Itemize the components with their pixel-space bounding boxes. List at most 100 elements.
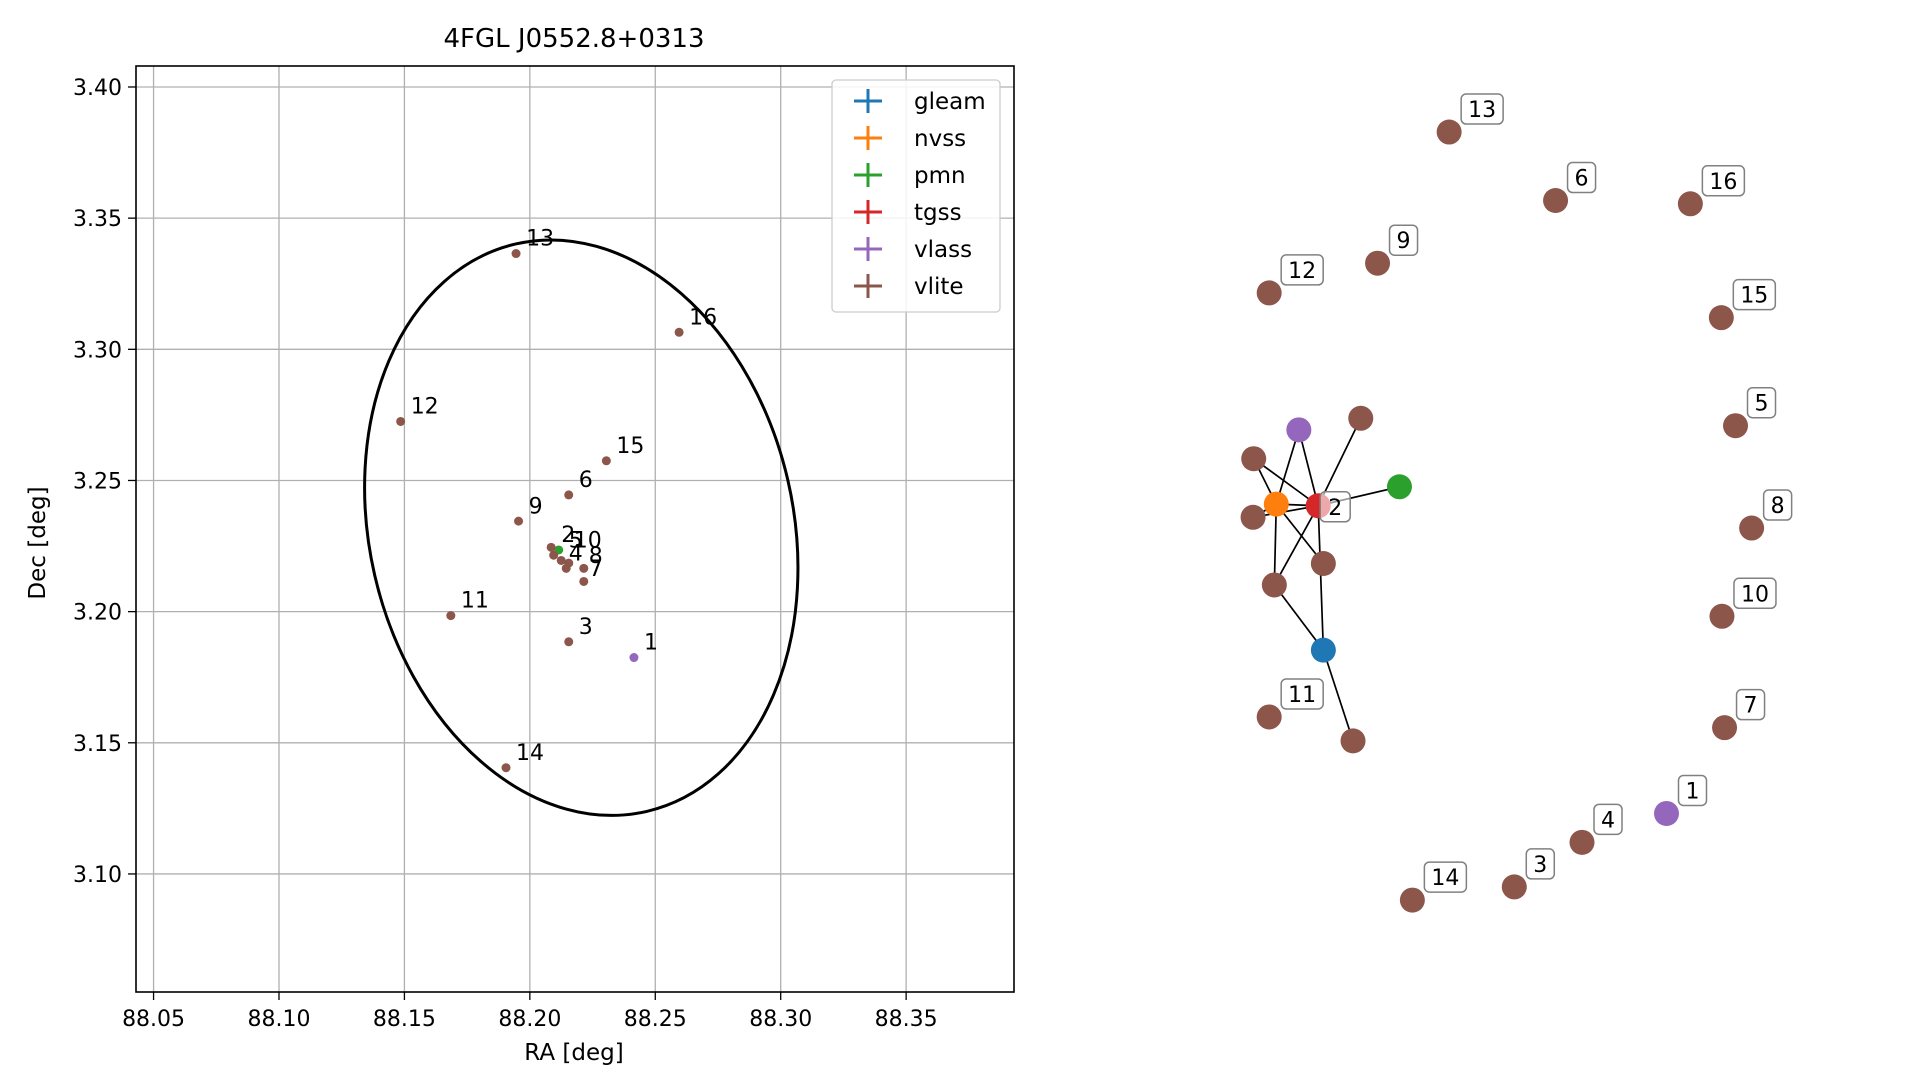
point-label: 11 <box>461 589 489 614</box>
node-label-box <box>1732 278 1777 311</box>
error-ellipse-layer <box>363 238 800 817</box>
graph-node <box>1310 637 1336 663</box>
data-point <box>549 550 559 560</box>
legend-entry: vlite <box>854 274 964 300</box>
point-label: 6 <box>579 468 593 493</box>
graph-edge <box>1253 458 1319 507</box>
graph-edge <box>1273 505 1319 586</box>
graph-node <box>1386 474 1412 500</box>
graph-node <box>1501 874 1527 900</box>
x-tick-label: 88.10 <box>247 1007 310 1032</box>
point-label: 16 <box>689 305 717 330</box>
y-tick-label: 3.40 <box>73 76 122 101</box>
legend-entry: pmn <box>854 163 966 189</box>
node-label: 12 <box>1280 254 1324 286</box>
graph-node <box>1543 188 1569 213</box>
legend-entry: gleam <box>854 89 986 115</box>
data-point <box>556 555 566 565</box>
point-label: 14 <box>516 741 544 766</box>
point-label: 10 <box>574 528 602 553</box>
node-label: 1 <box>1677 774 1708 807</box>
graph-edge <box>1273 584 1325 651</box>
y-axis-label: Dec [deg] <box>25 486 51 599</box>
x-tick-label: 88.35 <box>875 1007 938 1032</box>
y-tick-label: 3.35 <box>73 207 122 232</box>
node-label-text: 14 <box>1431 866 1459 891</box>
axes-frame <box>135 65 1015 993</box>
data-point <box>561 563 571 573</box>
node-label: 13 <box>1460 93 1504 125</box>
graph-node <box>1399 887 1425 913</box>
point-label: 3 <box>579 615 593 640</box>
node-label-box <box>1701 165 1746 197</box>
x-tick-label: 88.20 <box>498 1007 561 1032</box>
error-ellipse <box>363 238 800 817</box>
node-label-box <box>1566 161 1597 194</box>
node-label: 15 <box>1732 278 1777 311</box>
graph-node <box>1436 119 1462 145</box>
x-tick-label: 88.05 <box>122 1007 185 1032</box>
node-label-box <box>1460 93 1504 125</box>
data-point <box>501 763 511 773</box>
node-label: 7 <box>1735 688 1766 721</box>
graph-node <box>1263 491 1289 517</box>
legend-label: vlite <box>914 274 964 300</box>
graph-node <box>1241 446 1267 472</box>
point-label: 4 <box>569 541 583 566</box>
legend: gleam nvss pmn tgss vlass vlite <box>831 79 1001 313</box>
node-label: 6 <box>1566 161 1597 194</box>
graph-node <box>1569 829 1595 855</box>
x-tick-label: 88.15 <box>373 1007 436 1032</box>
legend-label: gleam <box>914 89 986 115</box>
node-label-text: 6 <box>1575 167 1589 192</box>
node-label-box <box>1280 678 1324 710</box>
data-point <box>579 576 589 586</box>
y-tick-label: 3.20 <box>73 601 122 626</box>
node-label: 10 <box>1733 577 1777 610</box>
graph-node <box>1365 250 1391 276</box>
point-label: 2 <box>561 523 575 548</box>
node-label: 16 <box>1701 165 1746 197</box>
point-label: 8 <box>589 544 603 569</box>
data-point <box>564 490 574 500</box>
y-tick-label: 3.30 <box>73 338 122 363</box>
legend-label: nvss <box>914 126 966 152</box>
node-label-box <box>1525 848 1556 880</box>
node-label-text: 7 <box>1744 694 1758 719</box>
node-label-box <box>1733 577 1777 610</box>
node-label-text: 2 <box>1328 496 1342 521</box>
node-label: 4 <box>1593 803 1623 836</box>
graph-edge <box>1273 504 1278 585</box>
graph-node <box>1677 191 1703 217</box>
graph-node <box>1310 551 1336 576</box>
node-label-box <box>1746 386 1777 419</box>
data-point <box>601 456 611 466</box>
graph-node <box>1256 704 1282 730</box>
node-label-box <box>1677 774 1708 807</box>
legend-label: tgss <box>914 200 962 226</box>
graph-node <box>1240 504 1266 530</box>
graph-node <box>1256 280 1282 306</box>
node-label-text: 15 <box>1740 284 1768 309</box>
node-label-text: 3 <box>1533 853 1547 878</box>
point-label: 9 <box>529 494 543 519</box>
chart-title: 4FGL J0552.8+0313 <box>444 24 705 54</box>
node-label: 2 <box>1319 491 1351 523</box>
x-tick-label: 88.30 <box>749 1007 812 1032</box>
point-label: 7 <box>589 557 603 582</box>
point-label: 13 <box>526 227 554 252</box>
point-label: 1 <box>644 631 658 656</box>
node-label-box <box>1593 803 1623 836</box>
graph-edge <box>1298 429 1320 506</box>
node-label-box <box>1280 254 1324 286</box>
data-point <box>546 542 556 552</box>
y-tick-label: 3.15 <box>73 732 122 757</box>
node-label: 5 <box>1746 386 1777 419</box>
y-tick-label: 3.25 <box>73 469 122 494</box>
graph-node <box>1340 728 1366 754</box>
node-label-box <box>1319 491 1351 523</box>
node-label-text: 1 <box>1686 779 1700 804</box>
